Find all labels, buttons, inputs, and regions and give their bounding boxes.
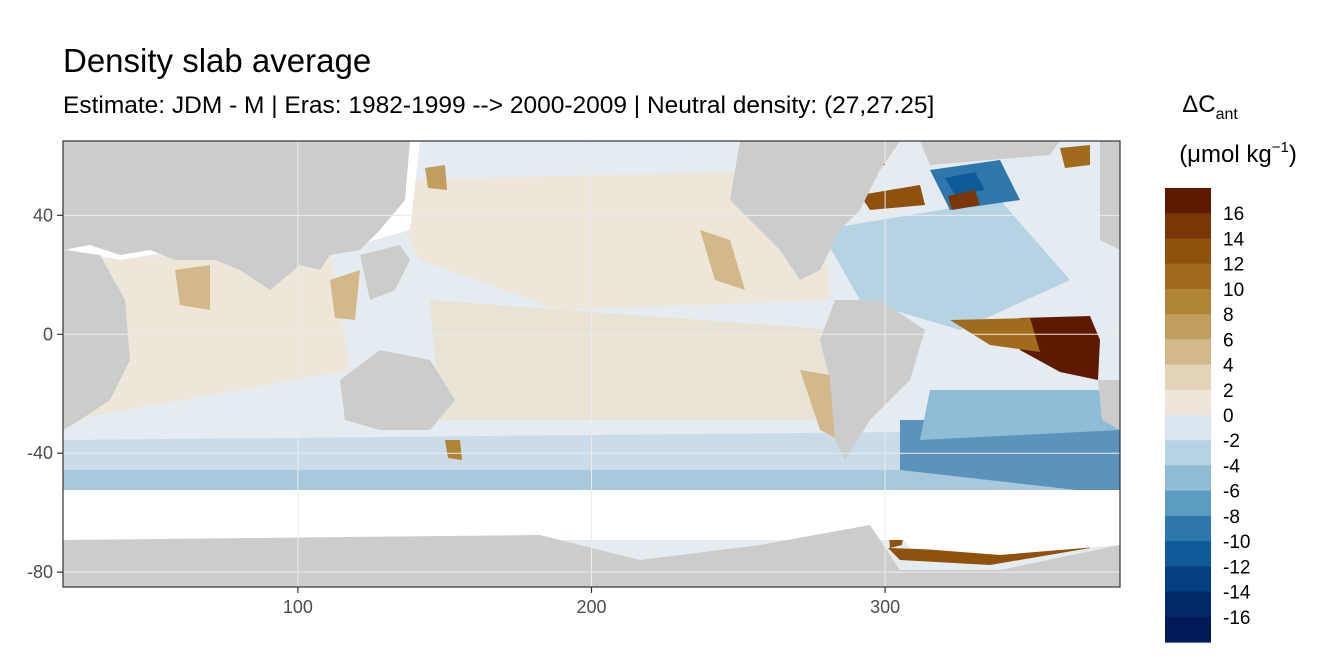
x-tick-label: 200 [576,597,606,617]
legend-swatch [1165,541,1211,567]
north-atlantic-brown-patch [860,185,925,210]
legend-swatch [1165,440,1211,467]
chart-subtitle: Estimate: JDM - M | Eras: 1982-1999 --> … [63,92,935,119]
chile-tan-patch [800,370,840,440]
indian-ocean-field [70,250,350,420]
y-tick-label: -40 [27,443,53,463]
legend-title: ΔCant [1182,91,1238,123]
legend-swatch [1165,364,1211,391]
chart-title: Density slab average [63,42,372,79]
legend-swatch [1165,566,1211,593]
labrador-sea-darkblue [945,172,985,195]
legend-swatch [1165,515,1211,542]
grid-layer [63,141,1120,587]
legend-label: 10 [1223,280,1244,301]
legend-label: 12 [1223,255,1244,276]
east-pacific-tan-patch [700,230,745,290]
arabian-tan-patch [175,265,210,310]
indonesia-tan-patch [330,270,360,320]
north-america-land [730,141,900,280]
legend-unit-close: ) [1289,141,1297,168]
legend-label: -10 [1223,532,1250,553]
legend-swatch [1165,490,1211,517]
y-tick-label: 0 [43,324,53,344]
legend-label: 8 [1223,305,1234,326]
legend-swatch [1165,288,1211,315]
legend-swatch [1165,213,1211,240]
legend-unit-sup: −1 [1272,139,1289,156]
legend-swatch [1165,263,1211,290]
legend: ΔCant (μmol kg−1) 16 14 12 10 8 6 4 2 0 -2 -4 -6 -8 -… [1165,91,1297,643]
irminger-brown-patch [948,190,980,210]
equatorial-atlantic-anomaly [950,318,1040,352]
legend-label: 16 [1223,204,1244,225]
y-tick-label: 40 [33,205,53,225]
south-africa-land [1098,380,1120,430]
legend-label: 6 [1223,330,1234,351]
legend-swatch [1165,188,1211,214]
legend-swatches: 16 14 12 10 8 6 4 2 0 -2 -4 -6 -8 -10 -12 -14 -16 [1165,188,1251,643]
legend-label: 4 [1223,356,1234,377]
japan-tan-patch [425,165,447,190]
x-tick-label: 100 [283,597,313,617]
legend-label: 0 [1223,406,1234,427]
legend-swatch [1165,314,1211,340]
y-tick-label: -80 [27,562,53,582]
legend-label: -16 [1223,608,1250,629]
nordic-brown-patch [1060,145,1090,168]
legend-label: -14 [1223,583,1251,604]
legend-label: 2 [1223,381,1234,402]
legend-unit: (μmol kg−1) [1179,139,1297,168]
legend-swatch [1165,415,1211,441]
south-pacific-field [430,300,850,420]
legend-swatch [1165,238,1211,265]
north-atlantic-blue [820,200,1070,330]
legend-label: -12 [1223,557,1250,578]
greenland-land [920,141,1060,165]
legend-swatch [1165,389,1211,416]
legend-label: -2 [1223,431,1240,452]
weddell-nodata [900,535,1120,555]
legend-label: 14 [1223,229,1245,250]
south-america-land [820,300,925,460]
legend-swatch [1165,616,1211,643]
australia-land [340,350,455,430]
legend-swatch [1165,465,1211,492]
south-atlantic-deep-blue [900,420,1120,495]
legend-label: -4 [1223,456,1240,477]
legend-title-sub: ant [1216,106,1239,123]
africa-land [63,250,130,430]
south-atlantic-blue [920,390,1120,440]
legend-label: -6 [1223,482,1240,503]
tasman-brown-patch [445,440,462,460]
legend-unit-open: (μmol kg [1179,141,1272,168]
europe-land [1100,141,1120,250]
legend-swatch [1165,339,1211,366]
legend-swatch [1165,591,1211,618]
map-layer [63,141,1120,587]
x-tick-label: 300 [870,597,900,617]
southeast-asia-land [360,245,410,300]
gulf-of-guinea-anomaly [1020,316,1100,380]
legend-label: -8 [1223,507,1240,528]
legend-title-main: ΔC [1182,91,1215,118]
